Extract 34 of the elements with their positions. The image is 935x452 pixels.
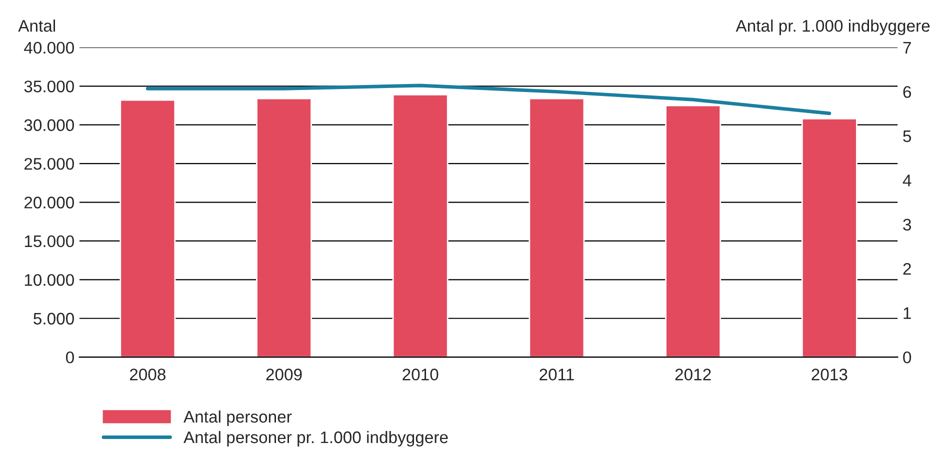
y2-tick-label: 2	[903, 263, 911, 275]
y2-tick-label: 5	[903, 130, 912, 142]
bar	[665, 104, 722, 358]
y2-tick-label: 4	[902, 174, 912, 186]
y2-tick-label: 7	[903, 42, 911, 54]
y-tick-label: 35.000	[24, 80, 74, 92]
bar	[392, 94, 448, 358]
legend-label: Antal personer	[184, 410, 292, 426]
x-tick-label: 2013	[812, 368, 848, 380]
y-tick-label: 15.000	[24, 235, 74, 248]
y2-tick-label: 1	[904, 307, 911, 319]
y-tick-label: 30.000	[24, 119, 74, 132]
x-tick-label: 2010	[402, 368, 438, 380]
x-tick-label: 2012	[675, 368, 711, 380]
x-tick-label: 2009	[266, 368, 302, 380]
bar	[256, 98, 312, 358]
y2-tick-label: 3	[903, 218, 911, 231]
x-tick-label: 2011	[540, 368, 574, 380]
legend-label: Antal personer pr. 1.000 indbyggere	[184, 430, 448, 447]
y-tick-label: 5.000	[34, 312, 74, 325]
y-tick-label: 25.000	[24, 158, 74, 170]
y2-axis-title: Antal pr. 1.000 indbyggere	[736, 20, 930, 36]
y-tick-label: 0	[66, 351, 74, 364]
line-series	[146, 84, 832, 116]
y-tick-label: 10.000	[24, 274, 74, 286]
y-tick-label: 40.000	[24, 42, 74, 54]
x-tick-label: 2008	[130, 368, 166, 380]
y2-tick-label: 6	[903, 86, 911, 98]
bar	[120, 99, 176, 358]
y-axis-title: Antal	[18, 20, 55, 32]
bar	[528, 98, 585, 358]
y2-tick-label: 0	[903, 351, 912, 364]
bar	[801, 118, 858, 358]
y-tick-label: 20.000	[24, 196, 74, 208]
